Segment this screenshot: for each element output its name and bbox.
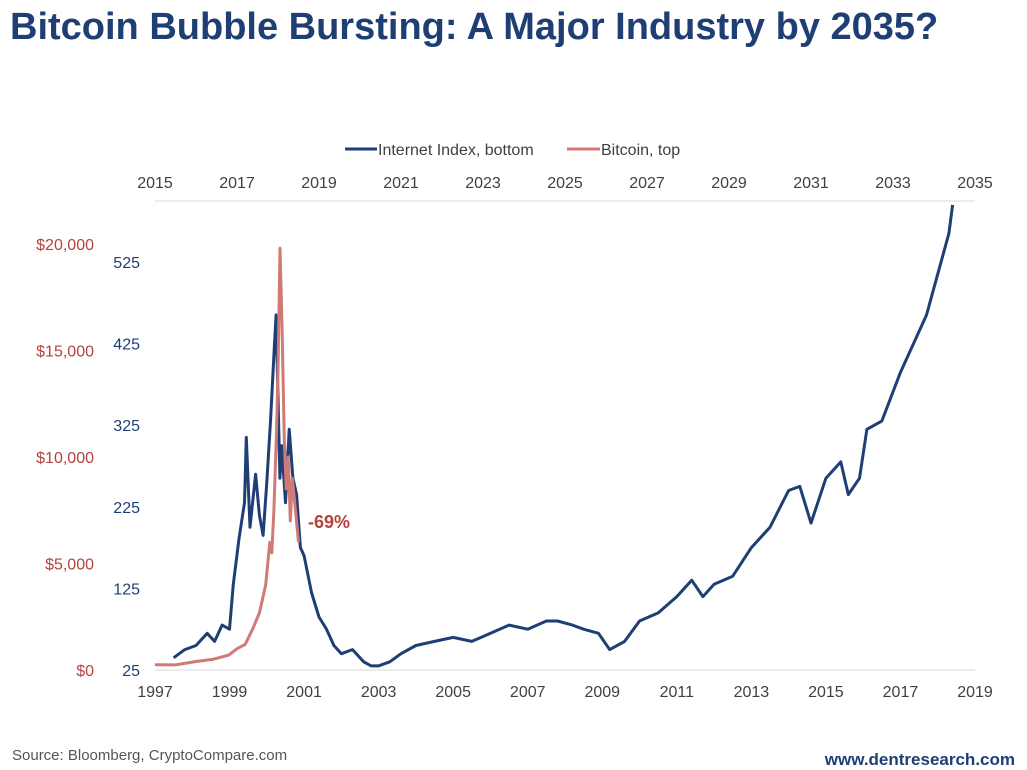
top-tick-label: 2021 (383, 175, 419, 192)
top-axis-ticks: 2015 2017 2019 2021 2023 2025 2027 2029 2031 2033… (137, 175, 993, 192)
top-tick-label: 2015 (137, 175, 173, 192)
website-credit: www.dentresearch.com (824, 750, 1015, 769)
top-tick-label: 2029 (711, 175, 747, 192)
internet-tick-label: 325 (113, 418, 140, 435)
top-tick-label: 2031 (793, 175, 829, 192)
series-lines (154, 204, 955, 668)
top-tick-label: 2017 (219, 175, 255, 192)
internet-tick-label: 125 (113, 581, 140, 598)
bottom-tick-label: 2013 (734, 684, 770, 701)
bottom-tick-label: 2007 (510, 684, 546, 701)
bottom-tick-label: 1999 (212, 684, 248, 701)
bottom-tick-label: 2011 (660, 684, 695, 701)
top-tick-label: 2019 (301, 175, 337, 192)
legend-label-bitcoin: Bitcoin, top (601, 142, 680, 159)
series-line-internet (172, 204, 955, 668)
series-line-bitcoin (154, 246, 300, 667)
bottom-tick-label: 2005 (435, 684, 471, 701)
internet-tick-label: 225 (113, 500, 140, 517)
top-tick-label: 2035 (957, 175, 993, 192)
bitcoin-tick-label: $15,000 (36, 344, 94, 361)
top-tick-label: 2033 (875, 175, 911, 192)
bottom-tick-label: 2009 (584, 684, 620, 701)
bitcoin-tick-label: $20,000 (36, 237, 94, 254)
legend: Internet Index, bottom Bitcoin, top (345, 142, 680, 159)
drawdown-annotation: -69% (308, 512, 350, 532)
internet-tick-label: 25 (122, 663, 140, 680)
bottom-axis-ticks: 1997 1999 2001 2003 2005 2007 2009 2011 2013 2015… (137, 684, 993, 701)
top-tick-label: 2023 (465, 175, 501, 192)
bottom-tick-label: 2015 (808, 684, 844, 701)
bottom-tick-label: 1997 (137, 684, 173, 701)
legend-label-internet: Internet Index, bottom (378, 142, 534, 159)
top-tick-label: 2027 (629, 175, 665, 192)
page-title: Bitcoin Bubble Bursting: A Major Industr… (10, 6, 939, 48)
bottom-tick-label: 2001 (286, 684, 322, 701)
top-tick-label: 2025 (547, 175, 583, 192)
bottom-tick-label: 2019 (957, 684, 993, 701)
internet-tick-label: 525 (113, 255, 140, 272)
bottom-tick-label: 2017 (883, 684, 919, 701)
internet-axis-ticks: 25 125 225 325 425 525 (113, 255, 140, 680)
bitcoin-tick-label: $10,000 (36, 450, 94, 467)
bitcoin-tick-label: $0 (76, 663, 94, 680)
bitcoin-axis-ticks: $0 $5,000 $10,000 $15,000 $20,000 (36, 237, 94, 680)
source-note: Source: Bloomberg, CryptoCompare.com (12, 747, 288, 764)
internet-tick-label: 425 (113, 337, 140, 354)
bitcoin-tick-label: $5,000 (45, 557, 94, 574)
bottom-tick-label: 2003 (361, 684, 397, 701)
